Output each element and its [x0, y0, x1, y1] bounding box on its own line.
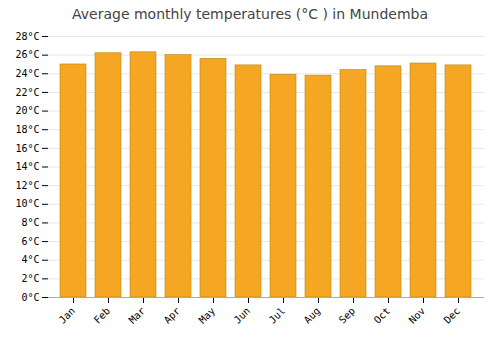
svg-text:Sep: Sep [337, 305, 358, 326]
svg-text:6°C: 6°C [21, 236, 39, 247]
svg-text:Mar: Mar [127, 305, 148, 326]
svg-text:Oct: Oct [372, 305, 393, 326]
svg-text:May: May [197, 305, 218, 326]
svg-text:2°C: 2°C [21, 273, 39, 284]
svg-text:12°C: 12°C [15, 180, 39, 191]
svg-text:28°C: 28°C [15, 31, 39, 42]
svg-text:Jul: Jul [267, 305, 288, 326]
svg-text:4°C: 4°C [21, 254, 39, 265]
svg-text:18°C: 18°C [15, 124, 39, 135]
svg-text:Feb: Feb [92, 305, 113, 326]
svg-text:10°C: 10°C [15, 198, 39, 209]
svg-text:Aug: Aug [302, 305, 323, 326]
svg-text:22°C: 22°C [15, 87, 39, 98]
svg-text:16°C: 16°C [15, 143, 39, 154]
svg-text:Jun: Jun [232, 305, 253, 326]
svg-text:0°C: 0°C [21, 292, 39, 303]
html-text:Average monthly temperatures (: Average monthly temperatures (°C ) in Mu… [72, 6, 428, 22]
svg-text:24°C: 24°C [15, 68, 39, 79]
svg-text:Apr: Apr [162, 305, 183, 326]
svg-text:20°C: 20°C [15, 105, 39, 116]
svg-text:Nov: Nov [407, 305, 428, 326]
svg-text:14°C: 14°C [15, 161, 39, 172]
svg-text:Dec: Dec [442, 305, 463, 326]
svg-text:Jan: Jan [57, 305, 78, 326]
svg-text:26°C: 26°C [15, 49, 39, 60]
svg-text:8°C: 8°C [21, 217, 39, 228]
